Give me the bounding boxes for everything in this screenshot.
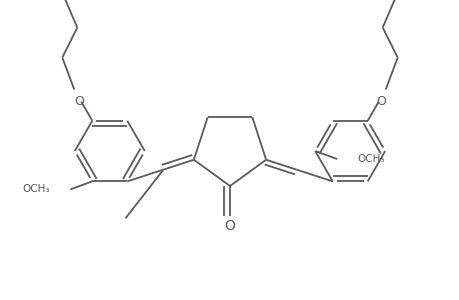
Text: OCH₃: OCH₃ [23, 184, 50, 194]
Text: OCH₃: OCH₃ [357, 154, 384, 164]
Text: O: O [224, 219, 235, 233]
Text: O: O [74, 95, 84, 108]
Text: O: O [375, 95, 385, 108]
